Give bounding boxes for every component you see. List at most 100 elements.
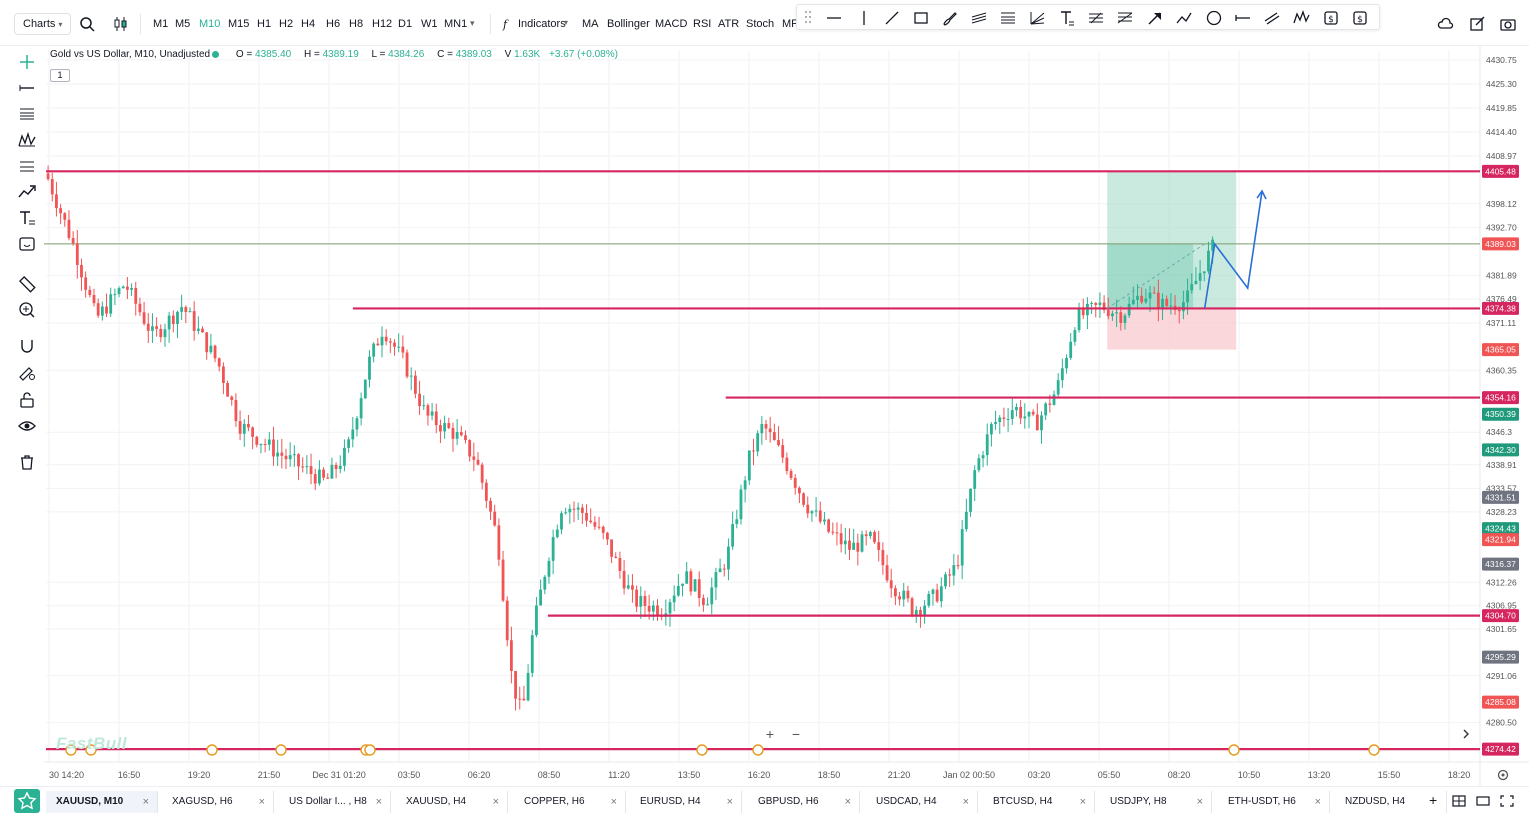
symbol-tab[interactable]: EURUSD, H4 × [630,791,742,813]
collapse-indicators-button[interactable]: 1 [50,69,70,82]
symbol-tab[interactable]: XAUUSD, H4 × [396,791,508,813]
symbol-tab[interactable]: COPPER, H6 × [514,791,626,813]
timeframe-mn1-button[interactable]: MN1 [444,18,468,30]
timeframe-h6-button[interactable]: H6 [326,18,341,30]
eye-icon[interactable] [17,416,37,436]
chart-settings-icon[interactable] [1496,768,1510,782]
close-tab-icon[interactable]: × [1314,796,1321,808]
timeframe-h8-button[interactable]: H8 [349,18,364,30]
event-marker-icon[interactable] [696,744,708,756]
text-annotation-tool-icon[interactable] [17,208,37,228]
prediction-tool-icon[interactable] [17,182,37,202]
indicators-button[interactable]: Indicators [518,18,566,30]
symbol-tab[interactable]: GBPUSD, H6 × [748,791,860,813]
fib-channel-tool-icon[interactable] [1116,9,1134,27]
pitchfork-tool-icon[interactable] [1087,9,1105,27]
event-marker-icon[interactable] [206,744,218,756]
timeframe-m10-button[interactable]: M10 [199,18,221,30]
text-tool-icon[interactable] [1058,9,1076,27]
elliott-wave-tool-icon[interactable] [1293,9,1311,27]
channel-tool-icon[interactable] [17,156,37,176]
indicator-ma-button[interactable]: MA [582,18,599,30]
close-tab-icon[interactable]: × [1196,796,1203,808]
close-tab-icon[interactable]: × [726,796,733,808]
event-marker-icon[interactable] [65,744,77,756]
close-tab-icon[interactable]: × [258,796,265,808]
parallel-channel-tool-icon[interactable] [970,9,988,27]
fullscreen-icon[interactable] [1500,795,1514,807]
projection-arrow-line[interactable] [1203,190,1263,309]
trash-icon[interactable] [17,452,37,472]
indicator-macd-button[interactable]: MACD [655,18,688,30]
scroll-to-latest-icon[interactable] [1459,727,1473,741]
timeframe-more-icon[interactable]: ▾ [470,18,475,28]
close-tab-icon[interactable]: × [1079,796,1086,808]
add-tab-button[interactable]: + [1429,792,1438,808]
trend-line-tool-icon[interactable] [883,9,901,27]
fib-tool-icon[interactable] [17,104,37,124]
zoom-in-button[interactable]: + [765,726,775,742]
close-tab-icon[interactable]: × [610,796,617,808]
indicator-stoch-button[interactable]: Stoch [746,18,775,30]
event-marker-icon[interactable] [85,744,97,756]
symbol-tab[interactable]: ETH-USDT, H6 × [1218,791,1330,813]
timeframe-d1-button[interactable]: D1 [398,18,413,30]
polyline-tool-icon[interactable] [1175,9,1193,27]
ray-tool-icon[interactable] [1234,9,1252,27]
close-tab-icon[interactable]: × [375,796,382,808]
indicators-icon[interactable]: f [503,18,508,31]
indicator-atr-button[interactable]: ATR [718,18,740,30]
symbol-tab[interactable]: XAGUSD, H6 × [162,791,274,813]
indicator-bollinger-button[interactable]: Bollinger [607,18,650,30]
drag-handle-icon[interactable] [803,9,813,25]
timeframe-m5-button[interactable]: M5 [175,18,191,30]
ruler-tool-icon[interactable] [17,274,37,294]
indicator-rsi-button[interactable]: RSI [693,18,712,30]
fib-retracement-tool-icon[interactable] [999,9,1017,27]
vertical-line-tool-icon[interactable] [855,9,873,27]
short-position-tool-icon[interactable]: $ [1351,9,1369,27]
search-icon[interactable] [78,15,96,33]
take-profit-zone[interactable] [1107,171,1237,309]
event-marker-icon[interactable] [1228,744,1240,756]
pattern-tool-icon[interactable] [17,130,37,150]
timeframe-h12-button[interactable]: H12 [372,18,393,30]
zoom-out-button[interactable]: − [791,726,801,742]
zoom-in-tool-icon[interactable] [17,300,37,320]
close-tab-icon[interactable]: × [962,796,969,808]
emoji-tool-icon[interactable] [17,234,37,254]
line-tool-icon[interactable] [17,78,37,98]
event-marker-icon[interactable] [752,744,764,756]
symbol-tab[interactable]: US Dollar I... , H8 × [279,791,391,813]
timeframe-h1-button[interactable]: H1 [257,18,272,30]
rectangle-tool-icon[interactable] [912,9,930,27]
chart-area[interactable]: 4430.75 4425.30 4419.85 4414.40 4408.97 4398.… [44,46,1529,786]
symbol-tab[interactable]: USDCAD, H4 × [866,791,978,813]
brush-tool-icon[interactable] [941,9,959,27]
symbol-tab[interactable]: USDJPY, H8 × [1100,791,1212,813]
crosshair-tool-icon[interactable] [17,52,37,72]
parallel-lines-tool-icon[interactable] [1263,9,1281,27]
indicator-mf-button[interactable]: MF [782,18,798,30]
timeframe-m1-button[interactable]: M1 [153,18,169,30]
close-tab-icon[interactable]: × [142,796,149,808]
layout-icon[interactable] [1452,795,1466,807]
timeframe-w1-button[interactable]: W1 [421,18,438,30]
open-new-window-icon[interactable] [1468,15,1486,33]
symbol-tab[interactable]: BTCUSD, H4 × [983,791,1095,813]
cloud-sync-icon[interactable] [1437,15,1455,33]
symbol-tab[interactable]: NZDUSD, H4 [1335,791,1447,813]
keep-drawing-tool-icon[interactable] [17,362,37,382]
timeframe-h2-button[interactable]: H2 [279,18,294,30]
stop-loss-zone[interactable] [1107,308,1237,350]
favorites-button[interactable] [14,789,40,813]
magnet-tool-icon[interactable] [17,336,37,356]
snapshot-icon[interactable] [1499,15,1517,33]
price-chart[interactable]: 4430.75 4425.30 4419.85 4414.40 4408.97 4398.… [44,46,1529,786]
gann-fan-tool-icon[interactable] [1028,9,1046,27]
event-marker-icon[interactable] [275,744,287,756]
circle-tool-icon[interactable] [1205,9,1223,27]
symbol-tab[interactable]: XAUUSD, M10 × [46,791,158,813]
close-tab-icon[interactable]: × [492,796,499,808]
lock-icon[interactable] [17,390,37,410]
